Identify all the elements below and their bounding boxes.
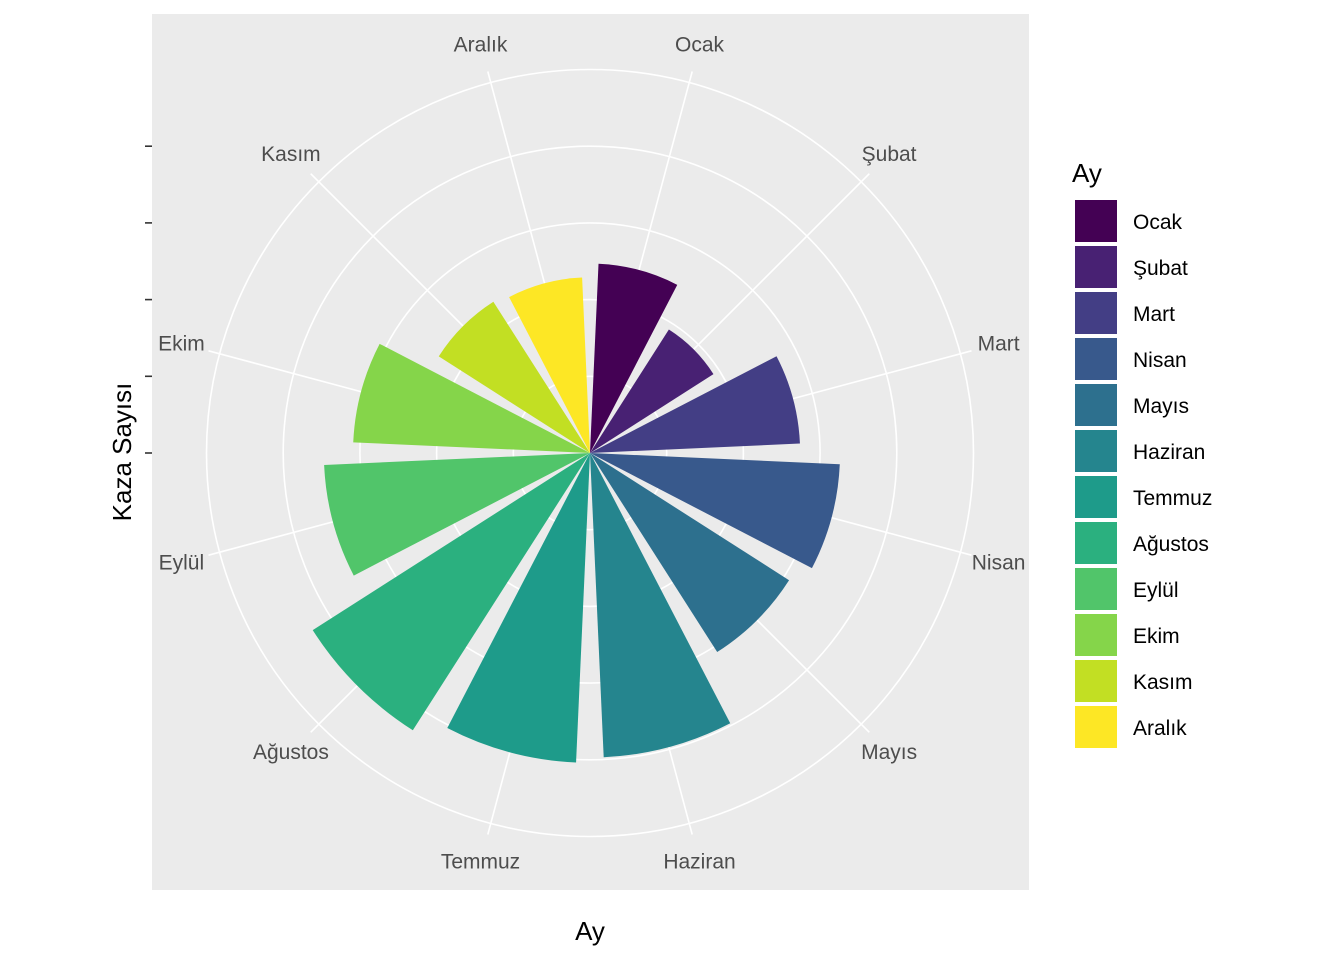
legend-label-10: Ekim [1133,625,1180,648]
bar-6 [590,453,731,758]
month-label-8: Ağustos [253,741,329,764]
bar-5 [590,453,790,653]
legend-key-10 [1075,614,1117,656]
legend-key-1 [1075,200,1117,242]
grid-circle-2 [435,298,745,608]
grid-circle-4 [282,145,898,761]
bar-1 [590,263,678,453]
month-label-2: Şubat [862,143,917,166]
legend-label-8: Ağustos [1133,533,1209,556]
grid-circle-1 [512,375,668,531]
month-label-3: Mart [978,333,1020,356]
legend-key-8 [1075,522,1117,564]
legend-label-3: Mart [1133,303,1175,326]
legend-key-11 [1075,660,1117,702]
legend-key-3 [1075,292,1117,334]
legend-label-5: Mayıs [1133,395,1189,418]
legend-key-6 [1075,430,1117,472]
legend-key-4 [1075,338,1117,380]
legend-key-7 [1075,476,1117,518]
legend-key-12 [1075,706,1117,748]
bar-2 [590,329,714,453]
legend-label-1: Ocak [1133,211,1183,234]
month-labels: Ocak Şubat Mart Nisan Mayıs Haziran Temmuz Ağus… [158,33,1025,873]
y-axis-ticks [145,145,152,454]
legend-key-2 [1075,246,1117,288]
bar-8 [312,453,590,731]
bar-12 [509,277,590,453]
legend-label-12: Aralık [1133,717,1187,740]
legend-label-7: Temmuz [1133,487,1212,510]
bar-3 [590,356,800,453]
bar-10 [353,343,590,453]
bar-4 [590,453,840,569]
legend-title: Ay [1072,158,1102,188]
x-axis-title: Ay [575,916,605,946]
bars-layer [312,263,840,763]
month-label-7: Temmuz [441,851,520,874]
month-label-11: Kasım [261,143,321,166]
month-label-9: Eylül [159,552,205,575]
legend-label-9: Eylül [1133,579,1179,602]
month-label-12: Aralık [454,33,508,56]
legend-label-6: Haziran [1133,441,1205,464]
month-label-6: Haziran [663,851,735,874]
grid-circle-3 [359,222,821,684]
grid-circle-5 [205,68,975,838]
y-axis-title: Kaza Sayısı [107,383,137,522]
month-label-1: Ocak [675,33,725,56]
legend-label-11: Kasım [1133,671,1193,694]
bar-7 [447,453,590,763]
month-label-5: Mayıs [861,741,917,764]
bar-11 [438,301,590,453]
legend-label-4: Nisan [1133,349,1187,372]
legend: Ocak Şubat Mart Nisan Mayıs Haziran Temmuz Ağus… [1075,200,1212,748]
legend-label-2: Şubat [1133,257,1188,280]
legend-key-9 [1075,568,1117,610]
bar-9 [324,453,590,576]
legend-key-5 [1075,384,1117,426]
month-label-4: Nisan [972,552,1026,575]
month-label-10: Ekim [158,333,205,356]
